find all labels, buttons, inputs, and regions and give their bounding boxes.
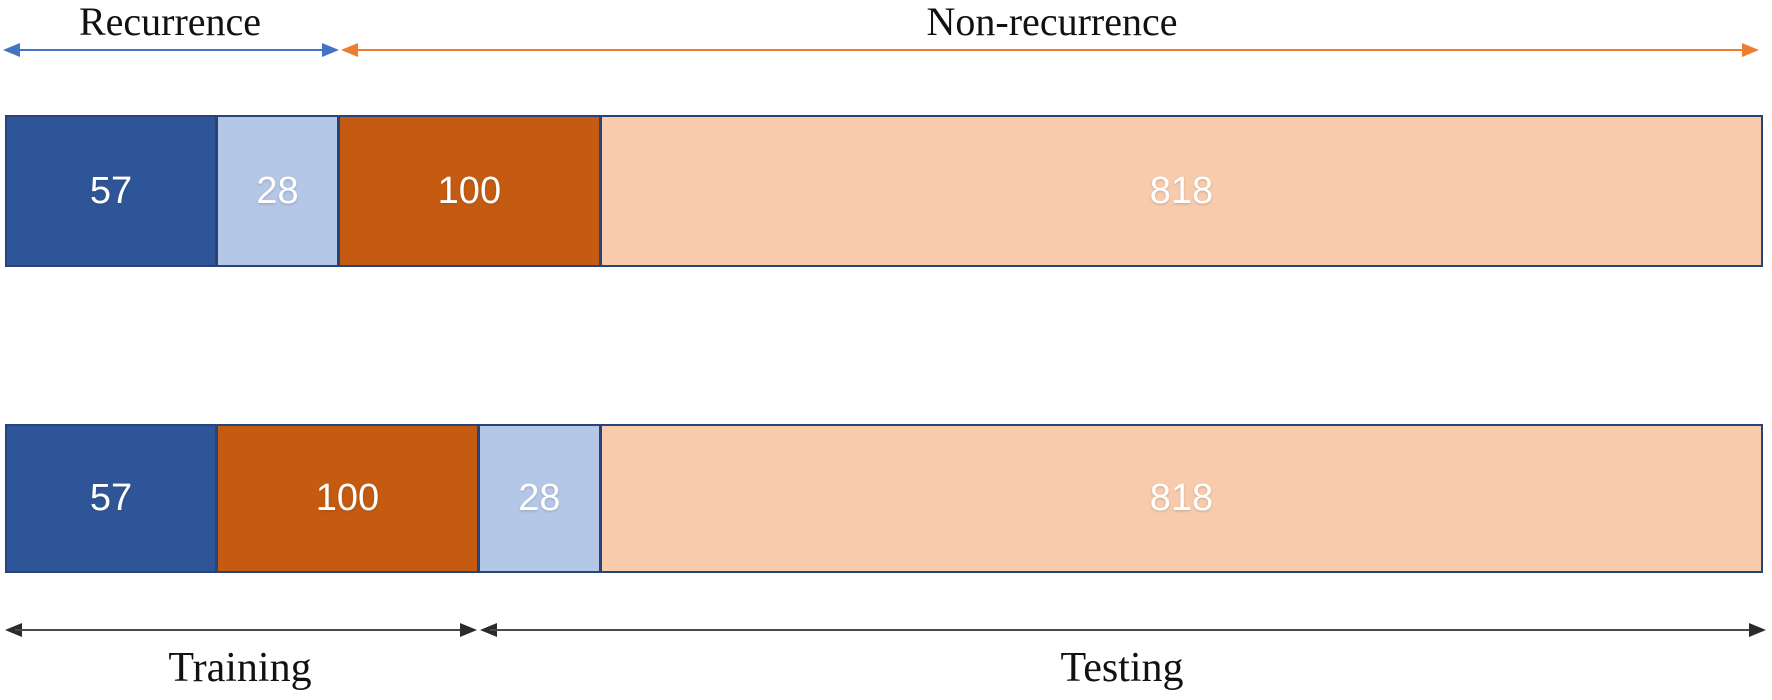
segment-value: 57: [89, 169, 133, 212]
arrowhead-left-icon: [480, 623, 497, 637]
arrowhead-left-icon: [3, 43, 20, 57]
training-label: Training: [168, 645, 312, 691]
arrowhead-left-icon: [341, 43, 358, 57]
segment-non-recurrence-training: 100: [337, 115, 601, 267]
training-arrow: [5, 622, 477, 638]
arrowhead-right-icon: [1749, 623, 1766, 637]
arrowhead-left-icon: [5, 623, 22, 637]
segment-recurrence-testing: 28: [216, 115, 339, 267]
segment-value: 57: [89, 477, 133, 519]
arrowhead-right-icon: [322, 43, 339, 57]
non-recurrence-label: Non-recurrence: [926, 0, 1178, 44]
arrow-line: [15, 629, 467, 631]
segment-value: 100: [437, 169, 502, 212]
segment-value: 28: [256, 169, 299, 212]
top-bar: 57 28 100 818: [5, 115, 1766, 267]
testing-arrow: [480, 622, 1766, 638]
segment-value: 818: [1149, 169, 1214, 212]
segment-testing-non-recurrence: 818: [599, 424, 1763, 573]
bottom-bar: 57 100 28 818: [5, 424, 1766, 573]
arrow-line: [351, 49, 1749, 51]
arrow-line: [490, 629, 1756, 631]
segment-value: 28: [518, 477, 561, 519]
segment-value: 100: [315, 477, 380, 519]
segment-testing-recurrence: 28: [477, 424, 601, 573]
segment-value: 818: [1149, 477, 1214, 519]
segment-non-recurrence-testing: 818: [599, 115, 1763, 267]
segment-recurrence-training: 57: [5, 115, 218, 267]
testing-label: Testing: [1060, 645, 1184, 691]
arrowhead-right-icon: [1742, 43, 1759, 57]
segment-training-non-recurrence: 100: [216, 424, 479, 573]
recurrence-label: Recurrence: [78, 0, 262, 44]
arrow-line: [13, 49, 329, 51]
non-recurrence-arrow: [341, 42, 1759, 58]
arrowhead-right-icon: [460, 623, 477, 637]
segment-training-recurrence: 57: [5, 424, 218, 573]
recurrence-arrow: [3, 42, 339, 58]
